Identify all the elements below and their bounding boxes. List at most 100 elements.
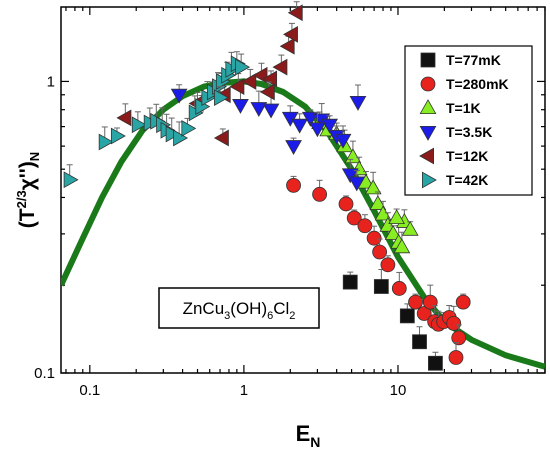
data-point — [262, 103, 280, 119]
data-point — [451, 330, 467, 346]
compound-part-4: 6 — [267, 310, 273, 322]
data-point — [393, 238, 411, 254]
data-point — [372, 244, 388, 260]
data-point — [173, 129, 189, 147]
data-point — [131, 116, 147, 134]
series-3 — [170, 84, 367, 192]
series-layer — [63, 1, 471, 371]
data-point — [334, 133, 352, 149]
data-point — [399, 308, 415, 324]
x-axis-title-main: E — [296, 421, 311, 446]
y-tick-label: 1 — [47, 73, 55, 90]
data-point — [366, 230, 382, 246]
data-point — [285, 140, 302, 155]
data-point — [232, 99, 249, 114]
data-point — [401, 220, 419, 236]
legend-marker — [419, 99, 437, 114]
legend-item: T=12K — [419, 147, 488, 165]
data-point — [446, 315, 462, 331]
data-point — [213, 129, 229, 147]
y-axis-title-pre: (T — [16, 208, 39, 228]
legend-frame — [404, 45, 533, 196]
data-point — [165, 125, 181, 143]
compound-label: ZnCu3(OH)6Cl2 — [183, 299, 296, 322]
data-point — [338, 196, 354, 212]
legend-item: T=42K — [421, 171, 488, 189]
data-point — [272, 58, 288, 76]
data-point — [301, 111, 319, 127]
data-point — [286, 177, 301, 193]
legend-marker — [420, 52, 436, 68]
data-point — [291, 118, 309, 134]
data-point — [364, 179, 382, 195]
data-point — [262, 70, 278, 88]
data-point — [373, 279, 389, 294]
legend-label: T=42K — [446, 172, 488, 188]
x-tick-label: 10 — [390, 382, 407, 399]
data-point — [241, 73, 257, 90]
plot-area: 0.1 1 10 0.1 1 — [34, 6, 546, 399]
data-point — [259, 83, 275, 101]
compound-part-5: Cl — [273, 299, 289, 318]
data-point — [357, 218, 373, 234]
data-point — [346, 210, 362, 226]
data-point — [388, 209, 406, 225]
series-0 — [342, 269, 443, 371]
legend-label: T=280mK — [446, 76, 509, 92]
data-point — [214, 89, 229, 107]
minor-ticks — [61, 7, 546, 373]
legend-label: T=3.5K — [446, 124, 492, 140]
y-tick-label: 0.1 — [34, 365, 55, 382]
data-point — [229, 78, 245, 95]
data-point — [416, 306, 432, 321]
data-point — [181, 120, 197, 137]
data-point — [341, 168, 359, 184]
legend-label: T=1K — [446, 100, 481, 116]
series-5 — [63, 51, 251, 189]
data-point — [309, 122, 326, 138]
legend-item: T=77mK — [420, 52, 501, 68]
data-point — [283, 25, 298, 43]
data-point — [98, 133, 114, 151]
data-point — [349, 96, 367, 111]
data-point — [448, 350, 464, 365]
data-point — [287, 4, 303, 22]
data-point — [279, 37, 295, 55]
legend-marker — [420, 76, 436, 92]
x-tick-label: 0.1 — [79, 382, 100, 399]
compound-part-1: ZnCu — [183, 299, 225, 318]
data-point — [455, 294, 471, 310]
data-point — [348, 176, 366, 192]
data-point — [369, 195, 387, 210]
data-point — [384, 225, 402, 240]
series-1 — [286, 175, 471, 365]
legend-marker — [419, 126, 437, 141]
data-point — [250, 102, 268, 117]
data-point — [342, 274, 358, 290]
compound-label-frame — [158, 287, 320, 329]
data-point — [408, 294, 423, 310]
data-point — [391, 281, 407, 296]
compound-part-2: 3 — [224, 310, 230, 322]
data-point — [116, 109, 132, 127]
data-point — [170, 88, 188, 104]
data-point — [63, 171, 79, 189]
legend-item: T=1K — [419, 99, 481, 116]
legend-item: T=280mK — [420, 76, 509, 92]
y-axis-title-mid: χ'') — [16, 161, 39, 190]
x-tick-label: 1 — [240, 382, 248, 399]
legend-items: T=77mK T=280mK T=1K T=3.5K T=12K T=42K — [419, 52, 509, 189]
compound-label-box: ZnCu3(OH)6Cl2 — [158, 287, 320, 329]
legend-label: T=77mK — [446, 52, 501, 68]
data-point — [312, 186, 328, 202]
y-axis-title: (T2/3χ'')N — [14, 152, 42, 228]
data-point — [380, 257, 396, 273]
x-axis-title: EN — [296, 421, 321, 450]
major-ticks — [61, 7, 545, 374]
y-axis-title-sup: 2/3 — [14, 190, 29, 208]
x-tick-labels: 0.1 1 10 — [79, 382, 406, 399]
legend-marker — [421, 171, 437, 189]
legend: T=77mK T=280mK T=1K T=3.5K T=12K T=42K — [404, 45, 533, 196]
legend-label: T=12K — [446, 148, 488, 164]
